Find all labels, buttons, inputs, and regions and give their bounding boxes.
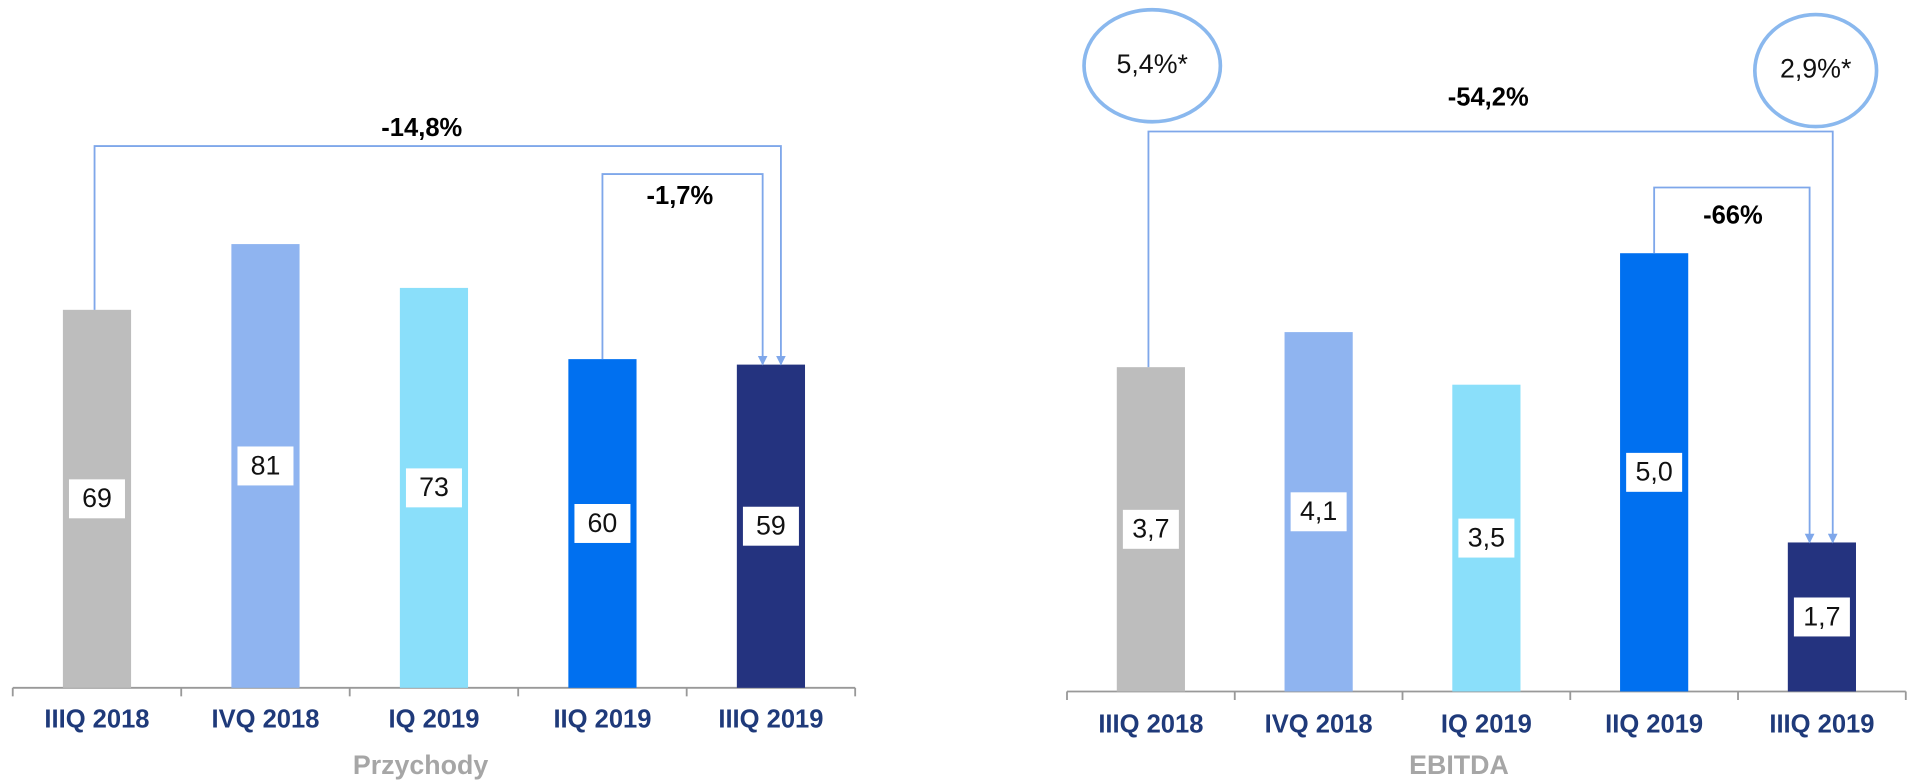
x-tick-label: IIIQ 2018 bbox=[44, 705, 149, 733]
value-label: 59 bbox=[756, 511, 786, 541]
change-bracket bbox=[1147, 130, 1838, 544]
x-tick-label: IQ 2019 bbox=[389, 705, 480, 733]
value-label: 81 bbox=[251, 450, 281, 480]
change-label: -14,8% bbox=[381, 114, 462, 142]
value-label: 4,1 bbox=[1300, 496, 1337, 526]
margin-label: 5,4%* bbox=[1116, 49, 1187, 79]
value-label-box bbox=[1122, 509, 1179, 549]
x-axis-label: EBITDA bbox=[1409, 750, 1509, 780]
x-axis-label: Przychody bbox=[353, 750, 488, 780]
x-tick-label: IIQ 2019 bbox=[553, 705, 651, 733]
value-label-box bbox=[68, 479, 125, 519]
change-bracket bbox=[601, 173, 768, 366]
x-tick-label: IQ 2019 bbox=[1441, 710, 1532, 738]
change-bracket bbox=[93, 145, 786, 366]
change-label: -1,7% bbox=[646, 182, 713, 210]
value-label: 5,0 bbox=[1636, 457, 1673, 487]
margin-bubble bbox=[1753, 12, 1879, 129]
x-tick-label: IIIQ 2018 bbox=[1098, 710, 1203, 738]
value-label-box bbox=[1793, 597, 1850, 637]
value-label-box bbox=[1458, 518, 1515, 558]
value-label-box bbox=[405, 468, 462, 508]
x-tick-label: IIIQ 2019 bbox=[718, 705, 823, 733]
value-label-box bbox=[1626, 452, 1683, 492]
x-tick-label: IVQ 2018 bbox=[1265, 710, 1373, 738]
x-tick-label: IIIQ 2019 bbox=[1769, 710, 1874, 738]
value-label: 3,7 bbox=[1132, 514, 1169, 544]
change-label: -54,2% bbox=[1448, 83, 1529, 111]
value-label: 73 bbox=[419, 472, 449, 502]
x-tick-label: IIQ 2019 bbox=[1605, 710, 1703, 738]
change-bracket bbox=[1653, 186, 1815, 544]
change-label: -66% bbox=[1703, 201, 1763, 229]
value-label-box bbox=[237, 446, 294, 486]
x-tick-label: IVQ 2018 bbox=[211, 705, 319, 733]
value-label: 60 bbox=[588, 508, 618, 538]
value-label-box bbox=[742, 506, 799, 546]
value-label-box bbox=[574, 504, 631, 543]
value-label: 3,5 bbox=[1468, 522, 1505, 552]
margin-bubble bbox=[1082, 7, 1223, 124]
value-label: 1,7 bbox=[1803, 601, 1840, 631]
value-label: 69 bbox=[82, 483, 112, 513]
margin-label: 2,9%* bbox=[1780, 54, 1851, 84]
value-label-box bbox=[1290, 492, 1347, 532]
